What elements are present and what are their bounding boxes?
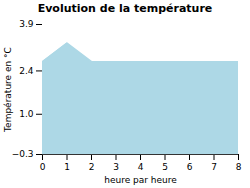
svg-text:4: 4 <box>138 162 144 172</box>
svg-text:3.9: 3.9 <box>19 19 34 29</box>
svg-text:Température en °C: Température en °C <box>3 47 13 133</box>
svg-text:8: 8 <box>236 162 242 172</box>
svg-text:heure par heure: heure par heure <box>104 175 177 185</box>
svg-text:7: 7 <box>211 162 217 172</box>
html-text:Evolution de la température: Evolution de la température <box>37 2 213 15</box>
svg-text:6: 6 <box>187 162 193 172</box>
svg-text:1.0: 1.0 <box>19 109 34 119</box>
svg-text:−0.3: −0.3 <box>12 149 34 159</box>
svg-text:2.4: 2.4 <box>19 66 34 76</box>
svg-text:1: 1 <box>64 162 70 172</box>
svg-text:2: 2 <box>89 162 95 172</box>
svg-text:5: 5 <box>162 162 168 172</box>
svg-text:3: 3 <box>113 162 119 172</box>
svg-text:0: 0 <box>40 162 46 172</box>
